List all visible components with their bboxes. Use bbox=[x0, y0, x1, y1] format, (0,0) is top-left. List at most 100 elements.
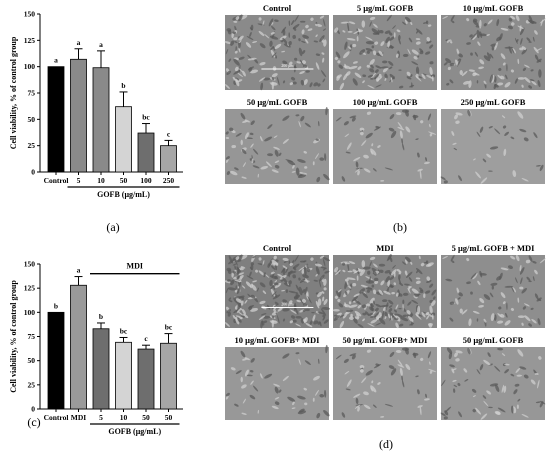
cell-mark bbox=[446, 347, 453, 354]
cell-mark bbox=[224, 84, 230, 89]
cell-mark bbox=[274, 43, 282, 49]
cell-mark bbox=[511, 405, 514, 414]
cell-mark bbox=[409, 323, 415, 326]
cell-mark bbox=[483, 400, 489, 407]
cell-mark bbox=[417, 405, 423, 408]
cell-mark bbox=[427, 24, 432, 27]
cell-mark bbox=[528, 41, 532, 43]
cell-mark bbox=[345, 388, 351, 391]
bar bbox=[160, 342, 177, 410]
cell-mark bbox=[503, 385, 507, 393]
cell-mark bbox=[416, 268, 423, 275]
cell-mark bbox=[447, 66, 451, 71]
bar bbox=[92, 328, 110, 410]
cell-mark bbox=[365, 47, 373, 52]
cell-mark bbox=[471, 388, 477, 393]
cell-mark bbox=[226, 171, 230, 176]
significance-label: b bbox=[99, 312, 103, 321]
cell-mark bbox=[397, 359, 403, 367]
cell-mark bbox=[504, 363, 510, 366]
cell-mark bbox=[516, 404, 519, 410]
cell-mark bbox=[363, 391, 369, 396]
cell-mark bbox=[367, 74, 374, 78]
cell-mark bbox=[411, 299, 419, 304]
cell-mark bbox=[370, 319, 378, 324]
cell-mark bbox=[290, 309, 297, 314]
cell-mark bbox=[402, 21, 406, 26]
bar bbox=[92, 67, 110, 173]
cell-mark bbox=[225, 137, 230, 139]
cell-mark bbox=[456, 287, 460, 295]
cell-mark bbox=[349, 115, 357, 119]
cell-mark bbox=[510, 15, 516, 20]
y-tick-label: 75 bbox=[28, 332, 36, 341]
cell-mark bbox=[318, 121, 320, 127]
cell-mark bbox=[342, 30, 346, 33]
cell-mark bbox=[402, 299, 405, 305]
cell-mark bbox=[263, 320, 268, 323]
cell-mark bbox=[347, 22, 350, 32]
cell-mark bbox=[342, 311, 348, 319]
cell-mark bbox=[384, 269, 391, 274]
cell-mark bbox=[250, 358, 255, 363]
cell-mark bbox=[532, 36, 535, 42]
cell-mark bbox=[398, 323, 404, 327]
cell-mark bbox=[409, 84, 415, 88]
cell-mark bbox=[366, 64, 371, 68]
cell-mark bbox=[302, 34, 309, 39]
cell-mark bbox=[274, 386, 279, 394]
cell-mark bbox=[233, 20, 238, 23]
cell-mark bbox=[426, 315, 430, 320]
cell-mark bbox=[250, 307, 259, 312]
micrograph-image bbox=[225, 15, 329, 90]
cell-mark bbox=[398, 307, 402, 310]
cell-mark bbox=[525, 259, 531, 264]
cell-mark bbox=[306, 263, 309, 269]
cell-mark bbox=[319, 394, 325, 398]
cell-mark bbox=[297, 410, 307, 415]
cell-mark bbox=[234, 280, 242, 282]
cell-mark bbox=[332, 309, 340, 312]
cell-mark bbox=[399, 130, 403, 139]
cell-mark bbox=[282, 115, 290, 121]
cell-mark bbox=[370, 148, 377, 156]
panel-label-c: (c) bbox=[27, 415, 41, 429]
cell-mark bbox=[469, 34, 473, 38]
cell-mark bbox=[250, 264, 254, 271]
cell-mark bbox=[502, 301, 506, 305]
cell-mark bbox=[262, 260, 265, 266]
cell-mark bbox=[406, 76, 412, 80]
cell-mark bbox=[384, 167, 394, 171]
cell-mark bbox=[461, 70, 468, 77]
cell-mark bbox=[445, 278, 453, 282]
cell-mark bbox=[271, 52, 277, 58]
cell-mark bbox=[517, 315, 525, 319]
cell-mark bbox=[388, 305, 393, 308]
cell-mark bbox=[365, 370, 373, 376]
cell-mark bbox=[419, 406, 422, 416]
cell-mark bbox=[449, 79, 454, 84]
cell-mark bbox=[271, 314, 275, 319]
cell-mark bbox=[347, 270, 353, 273]
cell-mark bbox=[397, 121, 403, 129]
cell-mark bbox=[291, 19, 295, 26]
cell-mark bbox=[517, 349, 524, 357]
cell-mark bbox=[443, 62, 448, 66]
cell-mark bbox=[337, 60, 341, 64]
cell-mark bbox=[472, 158, 476, 161]
cell-mark bbox=[418, 255, 421, 260]
cell-mark bbox=[453, 388, 456, 393]
cell-mark bbox=[244, 357, 250, 361]
cell-mark bbox=[486, 34, 490, 37]
cell-mark bbox=[234, 50, 238, 54]
cell-mark bbox=[494, 83, 499, 88]
cell-mark bbox=[259, 282, 266, 288]
cell-mark bbox=[389, 257, 393, 263]
cell-mark bbox=[235, 370, 242, 375]
cell-mark bbox=[534, 54, 539, 61]
cell-mark bbox=[324, 153, 327, 161]
cell-mark bbox=[225, 158, 229, 163]
cell-mark bbox=[360, 284, 369, 288]
cell-mark bbox=[380, 180, 385, 182]
cell-mark bbox=[501, 353, 506, 357]
